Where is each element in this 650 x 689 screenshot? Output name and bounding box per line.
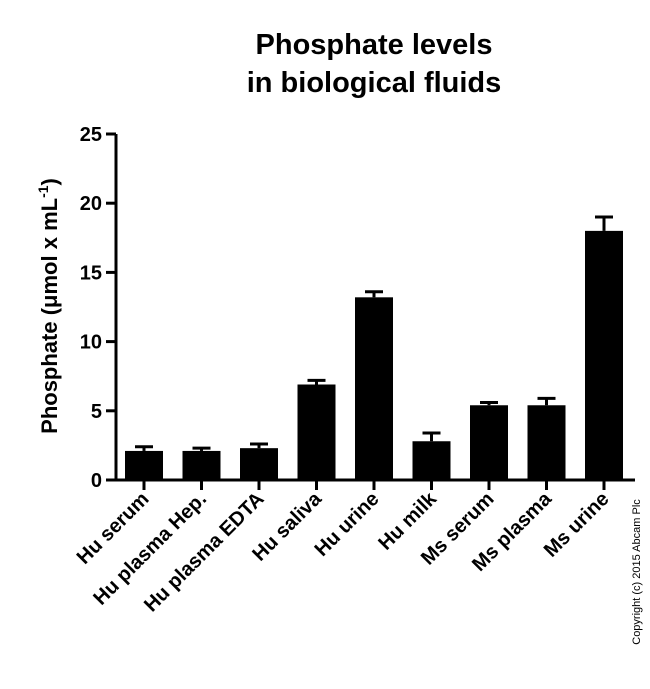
y-axis-label-superscript: -1 <box>35 185 51 198</box>
bar <box>297 384 336 480</box>
y-axis-label-close: ) <box>37 178 62 185</box>
y-tick-label: 5 <box>91 401 102 423</box>
bar <box>240 448 278 480</box>
chart-title-line-1: Phosphate levels <box>256 29 493 61</box>
bar <box>125 450 163 480</box>
y-tick-label: 15 <box>80 262 102 284</box>
bar <box>412 441 451 480</box>
bars <box>125 230 623 480</box>
y-tick-label: 25 <box>80 124 102 146</box>
bar <box>355 297 393 480</box>
y-tick-label: 0 <box>91 470 102 492</box>
copyright-notice: Copyright (c) 2015 Abcam Plc <box>631 499 643 645</box>
y-axis-label-mu: μ <box>37 294 62 307</box>
bar <box>585 230 623 480</box>
y-axis-label: Phosphate (μmol x mL-1) <box>35 178 62 434</box>
y-axis-label-unit: mol x mL <box>37 198 62 295</box>
bar <box>527 405 566 480</box>
bar <box>470 405 508 480</box>
y-tick-label: 20 <box>80 193 102 215</box>
y-axis-label-text: Phosphate ( <box>37 307 62 434</box>
y-ticks: 0 5 10 15 20 25 <box>80 124 116 492</box>
chart-title-line-2: in biological fluids <box>247 67 502 99</box>
error-bars <box>135 215 613 451</box>
bar <box>182 450 221 480</box>
x-tick-label: Hu urine <box>311 488 384 561</box>
y-tick-label: 10 <box>80 332 102 354</box>
